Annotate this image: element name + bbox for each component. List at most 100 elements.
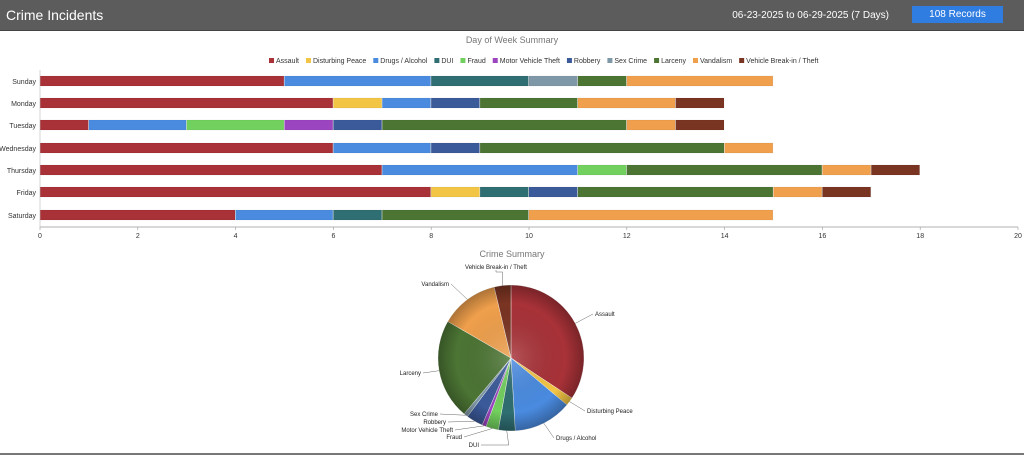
- bar-sunday-dui: [431, 75, 529, 87]
- x-tick-label-14: 14: [721, 233, 729, 240]
- bar-saturday-dui: [333, 209, 382, 221]
- legend-label-disturbing-peace: Disturbing Peace: [313, 58, 366, 65]
- bar-saturday-larceny: [382, 209, 529, 221]
- bar-friday-vandalism: [773, 186, 822, 198]
- pie-label-disturbing-peace: Disturbing Peace: [587, 409, 633, 415]
- pie-leader-robbery: [447, 420, 475, 423]
- pie-leader-fraud: [463, 428, 493, 438]
- legend-label-assault: Assault: [276, 58, 299, 65]
- pie-label-dui: DUI: [469, 443, 480, 449]
- app-title: Crime Incidents: [6, 7, 104, 23]
- bar-wednesday-assault: [39, 142, 333, 154]
- bar-monday-vehicle-break-in-theft: [675, 97, 725, 109]
- legend-label-drugs-alcohol: Drugs / Alcohol: [380, 58, 428, 65]
- bar-saturday-drugs-alcohol: [235, 209, 334, 221]
- pie-leader-dui: [481, 430, 510, 446]
- legend-swatch-assault: [269, 58, 274, 63]
- legend-label-motor-vehicle-theft: Motor Vehicle Theft: [500, 58, 560, 65]
- pie-leader-larceny: [422, 370, 440, 374]
- records-button[interactable]: 108 Records: [912, 6, 1003, 23]
- pie-chart: Assault Disturbing Peace Drugs / Alcohol DU…: [400, 265, 634, 449]
- legend-swatch-motor-vehicle-theft: [492, 58, 498, 63]
- bar-wednesday-drugs-alcohol: [333, 142, 431, 154]
- bar-monday-larceny: [479, 97, 578, 109]
- bar-monday-vandalism: [577, 97, 676, 109]
- legend-swatch-vandalism: [692, 58, 698, 63]
- pie-shading: [438, 285, 584, 431]
- x-tick-label-8: 8: [429, 233, 433, 240]
- date-range: 06-23-2025 to 06-29-2025 (7 Days): [732, 10, 889, 21]
- y-tick-label-sunday: Sunday: [12, 79, 36, 86]
- bar-thursday-drugs-alcohol: [382, 164, 578, 176]
- x-tick-label-4: 4: [234, 233, 238, 240]
- x-tick-label-2: 2: [136, 233, 140, 240]
- bar-thursday-fraud: [577, 164, 627, 176]
- bar-sunday-sex-crime: [528, 75, 578, 87]
- legend-swatch-vehicle-break-in-theft: [739, 58, 745, 63]
- bar-tuesday-drugs-alcohol: [88, 119, 187, 131]
- legend-swatch-fraud: [460, 58, 466, 63]
- bar-wednesday-larceny: [479, 142, 725, 154]
- y-tick-label-thursday: Thursday: [7, 168, 37, 175]
- pie-label-fraud: Fraud: [446, 435, 462, 441]
- pie-leader-sex-crime: [439, 413, 466, 416]
- bar-sunday-vandalism: [626, 75, 774, 87]
- bar-friday-robbery: [528, 186, 578, 198]
- bar-thursday-vandalism: [822, 164, 871, 176]
- x-tick-label-18: 18: [916, 233, 924, 240]
- bar-friday-larceny: [577, 186, 774, 198]
- y-tick-label-saturday: Saturday: [8, 213, 37, 220]
- y-tick-label-wednesday: Wednesday: [0, 146, 36, 153]
- bar-sunday-assault: [39, 75, 285, 87]
- bar-tuesday-fraud: [186, 119, 285, 131]
- bar-tuesday-vandalism: [626, 119, 676, 131]
- legend-swatch-sex-crime: [607, 58, 613, 63]
- legend-label-vehicle-break-in-theft: Vehicle Break-in / Theft: [746, 58, 818, 65]
- x-tick-label-10: 10: [525, 233, 533, 240]
- bar-monday-drugs-alcohol: [382, 97, 431, 109]
- legend-label-larceny: Larceny: [661, 58, 686, 65]
- y-tick-label-tuesday: Tuesday: [9, 123, 36, 130]
- pie-label-drugs-alcohol: Drugs / Alcohol: [556, 436, 596, 442]
- x-tick-label-6: 6: [331, 233, 335, 240]
- pie-label-vehicle-break-in-theft: Vehicle Break-in / Theft: [465, 265, 527, 271]
- chart-area: Day of Week Summary Assault Disturbing Pe…: [0, 35, 1022, 449]
- bar-wednesday-vandalism: [724, 142, 774, 154]
- x-tick-label-0: 0: [38, 233, 42, 240]
- pie-leader-assault: [575, 313, 594, 324]
- bar-sunday-drugs-alcohol: [284, 75, 431, 87]
- bar-friday-disturbing-peace: [431, 186, 480, 198]
- pie-label-vandalism: Vandalism: [421, 282, 449, 288]
- legend-label-vandalism: Vandalism: [700, 58, 732, 65]
- x-tick-label-16: 16: [819, 233, 827, 240]
- bar-thursday-assault: [39, 164, 382, 176]
- pie-leader-motor-vehicle-theft: [454, 425, 485, 431]
- bar-tuesday-assault: [39, 119, 89, 131]
- bar-thursday-larceny: [626, 164, 822, 176]
- x-tick-label-20: 20: [1014, 233, 1022, 240]
- legend-swatch-disturbing-peace: [305, 58, 311, 63]
- legend-swatch-dui: [434, 58, 440, 63]
- bar-thursday-vehicle-break-in-theft: [871, 164, 920, 176]
- pie-label-assault: Assault: [595, 312, 615, 318]
- bar-saturday-vandalism: [528, 209, 774, 221]
- pie-label-robbery: Robbery: [423, 420, 446, 426]
- pie-leader-drugs-alcohol: [543, 423, 555, 439]
- bar-sunday-larceny: [577, 75, 627, 87]
- bar-monday-disturbing-peace: [333, 97, 382, 109]
- pie-chart-title: Crime Summary: [479, 249, 545, 259]
- bar-chart-title: Day of Week Summary: [466, 35, 559, 45]
- header-bar: Crime Incidents 06-23-2025 to 06-29-2025…: [0, 0, 1024, 31]
- bar-tuesday-robbery: [333, 119, 382, 131]
- bar-saturday-assault: [39, 209, 236, 221]
- bar-friday-vehicle-break-in-theft: [822, 186, 871, 198]
- bar-friday-dui: [479, 186, 529, 198]
- bar-friday-assault: [39, 186, 431, 198]
- y-tick-label-monday: Monday: [11, 101, 36, 108]
- pie-leader-vehicle-break-in-theft: [495, 270, 503, 286]
- bar-tuesday-larceny: [382, 119, 627, 131]
- bar-wednesday-robbery: [431, 142, 480, 154]
- legend-label-dui: DUI: [441, 58, 453, 65]
- legend-swatch-robbery: [566, 58, 572, 63]
- pie-leader-disturbing-peace: [569, 401, 586, 412]
